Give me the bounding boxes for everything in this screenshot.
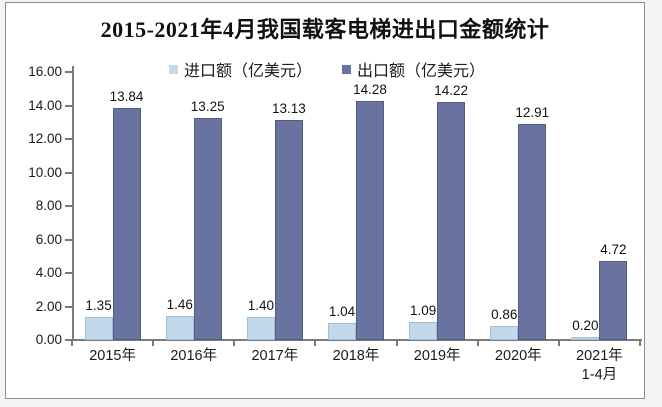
legend-item-import: 进口额（亿美元） xyxy=(169,57,312,81)
import-legend-marker-icon xyxy=(169,64,178,74)
x-axis-label: 2021年 1-4月 xyxy=(576,348,623,383)
y-axis-label: 14.00 xyxy=(28,97,62,113)
x-axis-tick xyxy=(476,341,479,346)
export-amount-bar xyxy=(193,118,222,340)
export-amount-bar xyxy=(112,108,141,340)
export-value-label: 13.13 xyxy=(271,101,306,117)
y-axis-tick xyxy=(65,305,72,308)
y-axis-label: 2.00 xyxy=(35,298,62,314)
y-axis-tick xyxy=(65,104,72,107)
export-amount-bar xyxy=(274,120,303,340)
import-amount-bar xyxy=(328,322,356,340)
import-value-label: 1.09 xyxy=(410,302,437,318)
import-value-label: 0.20 xyxy=(572,317,599,333)
y-axis-label: 12.00 xyxy=(28,131,62,146)
export-amount-bar xyxy=(518,123,547,340)
x-axis-tick xyxy=(314,341,317,346)
export-amount-bar xyxy=(437,101,466,340)
x-axis-label: 2019年 xyxy=(413,348,461,364)
chart-frame: 2015-2021年4月我国载客电梯进出口金额统计 进口额（亿美元） 出口额（亿美… xyxy=(5,2,645,399)
x-axis-tick xyxy=(152,341,155,346)
import-amount-bar xyxy=(571,336,600,340)
export-value-label: 12.91 xyxy=(515,104,550,120)
import-value-label: 0.86 xyxy=(491,306,518,322)
import-amount-bar xyxy=(409,321,438,340)
export-legend-marker-icon xyxy=(342,64,352,74)
import-value-label: 1.40 xyxy=(247,297,274,313)
y-axis-tick xyxy=(65,171,72,174)
y-axis-label: 10.00 xyxy=(28,164,62,180)
chart-title: 2015-2021年4月我国载客电梯进出口金额统计 xyxy=(100,17,550,42)
y-axis-tick xyxy=(65,272,72,274)
x-axis-label: 2020年 xyxy=(494,348,542,364)
x-axis-tick xyxy=(233,341,236,346)
import-value-label: 1.04 xyxy=(328,303,356,319)
x-axis-label: 2016年 xyxy=(170,348,218,364)
export-value-label: 13.25 xyxy=(190,99,225,115)
legend-label-export: 出口额（亿美元） xyxy=(357,63,486,80)
y-axis-line xyxy=(72,66,74,340)
y-axis-tick xyxy=(65,205,72,207)
import-amount-bar xyxy=(165,315,194,340)
x-axis-tick xyxy=(71,341,73,346)
x-axis-label: 2018年 xyxy=(332,348,380,364)
import-value-label: 1.46 xyxy=(166,296,193,312)
x-axis-tick xyxy=(395,341,398,346)
export-amount-bar xyxy=(599,260,628,340)
y-axis-label: 16.00 xyxy=(28,64,62,79)
import-amount-bar xyxy=(84,317,113,340)
x-axis-label: 2017年 xyxy=(251,348,299,364)
import-amount-bar xyxy=(490,325,519,340)
y-axis-tick xyxy=(65,71,72,73)
y-axis-label: 8.00 xyxy=(35,198,62,213)
chart-legend: 进口额（亿美元） 出口额（亿美元） xyxy=(169,57,485,81)
y-axis-label: 0.00 xyxy=(35,332,62,347)
export-value-label: 14.28 xyxy=(353,81,387,97)
export-value-label: 14.22 xyxy=(434,82,469,98)
y-axis-tick xyxy=(65,238,72,241)
x-axis-line xyxy=(72,339,642,341)
export-value-label: 13.84 xyxy=(109,89,144,105)
y-axis-label: 4.00 xyxy=(35,265,62,280)
legend-label-import: 进口额（亿美元） xyxy=(184,63,313,80)
export-value-label: 4.72 xyxy=(600,241,627,257)
y-axis-label: 6.00 xyxy=(35,231,62,247)
x-axis-tick xyxy=(557,341,560,346)
x-axis-label: 2015年 xyxy=(89,348,136,364)
export-amount-bar xyxy=(356,100,384,340)
y-axis-tick xyxy=(65,339,72,341)
x-axis-tick xyxy=(639,341,641,346)
import-amount-bar xyxy=(246,316,275,340)
import-value-label: 1.35 xyxy=(85,298,112,314)
legend-item-export: 出口额（亿美元） xyxy=(342,57,485,81)
y-axis-tick xyxy=(65,138,72,140)
